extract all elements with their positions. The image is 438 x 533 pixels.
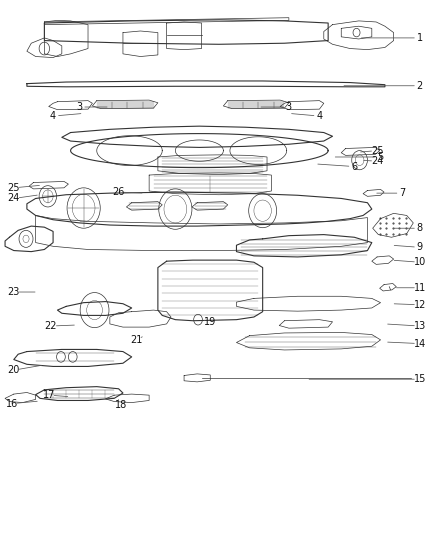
Text: 3: 3 [76,102,82,112]
Text: 8: 8 [417,223,423,233]
Text: 14: 14 [414,338,426,349]
Text: 5: 5 [378,152,384,162]
Text: 2: 2 [417,81,423,91]
Text: 17: 17 [42,390,55,400]
Text: 4: 4 [50,111,56,121]
Text: 19: 19 [204,317,216,327]
Text: 11: 11 [414,283,426,293]
Text: 15: 15 [413,374,426,384]
Text: 9: 9 [417,243,423,252]
Text: 6: 6 [351,161,357,172]
Text: 25: 25 [7,183,20,193]
Text: 26: 26 [113,187,125,197]
Text: 12: 12 [413,300,426,310]
Text: 13: 13 [414,321,426,331]
Text: 16: 16 [6,399,18,409]
Text: 18: 18 [115,400,127,410]
Text: 24: 24 [371,156,383,166]
Text: 23: 23 [7,287,20,297]
Text: 7: 7 [399,188,406,198]
Text: 21: 21 [130,335,142,345]
Text: 4: 4 [316,111,322,121]
Text: 22: 22 [45,321,57,331]
Text: 3: 3 [286,102,292,112]
Text: 1: 1 [417,33,423,43]
Text: 20: 20 [7,365,20,375]
Text: 24: 24 [7,193,20,204]
Text: 10: 10 [414,257,426,267]
Text: 25: 25 [371,146,383,156]
